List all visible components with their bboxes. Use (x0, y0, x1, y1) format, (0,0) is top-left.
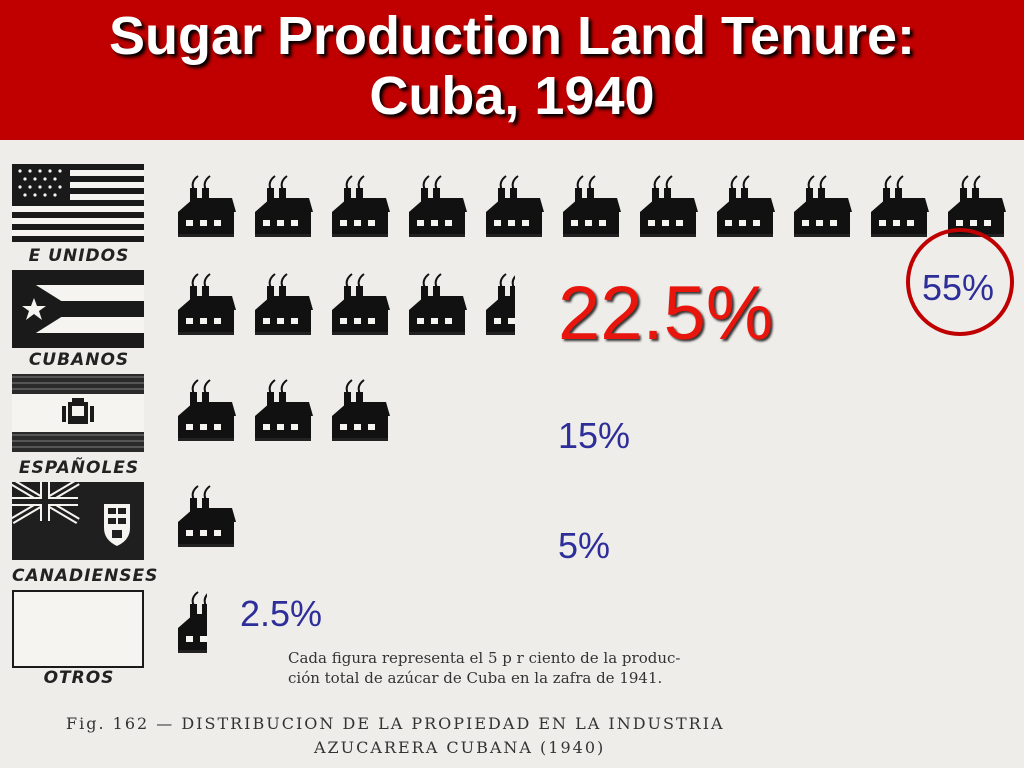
sugar-mill-icon-espanoles-1 (176, 376, 238, 447)
sugar-mill-icon-espanoles-2 (253, 376, 315, 447)
flag-label-otros: OTROS (43, 668, 115, 688)
canada-flag-icon (10, 478, 144, 560)
sugar-mill-icon-cubanos-5 (484, 270, 544, 341)
caption-line-2: ción total de azúcar de Cuba en la zafra… (288, 669, 663, 687)
sugar-mill-icon-e-unidos-7 (638, 172, 700, 243)
title-line-1: Sugar Production Land Tenure: (108, 6, 916, 66)
flag-label-canadienses: CANADIENSES (12, 566, 159, 586)
sugar-mill-icon-cubanos-2 (253, 270, 315, 341)
pictograph-photo: E UNIDOS CUBANOS (0, 140, 1024, 768)
highlight-circle (906, 228, 1014, 336)
spain-flag-icon (12, 374, 144, 452)
sugar-mill-icon-e-unidos-3 (330, 172, 392, 243)
flag-label-e-unidos: E UNIDOS (28, 246, 130, 266)
caption-line-1: Cada figura representa el 5 p r ciento d… (288, 649, 681, 667)
sugar-mill-icon-e-unidos-8 (715, 172, 777, 243)
sugar-mill-icon-cubanos-3 (330, 270, 392, 341)
value-label-espanoles: 15% (558, 415, 631, 456)
figure-line-2: AZUCARERA CUBANA (1940) (314, 738, 606, 757)
title-bar: Sugar Production Land Tenure: Cuba, 1940 (0, 0, 1024, 140)
blank-flag-icon (12, 590, 144, 668)
flag-label-cubanos: CUBANOS (28, 350, 130, 370)
value-label-canadienses: 5% (558, 525, 611, 566)
value-label-otros: 2.5% (240, 593, 323, 634)
sugar-mill-icon-espanoles-3 (330, 376, 392, 447)
flag-label-espanoles: ESPAÑOLES (18, 458, 140, 478)
sugar-mill-icon-e-unidos-4 (407, 172, 469, 243)
sugar-mill-icon-e-unidos-2 (253, 172, 315, 243)
sugar-mill-icon-e-unidos-9 (792, 172, 854, 243)
sugar-mill-icon-cubanos-4 (407, 270, 469, 341)
value-label-cubanos: 22.5% (558, 271, 774, 356)
unit-caption: Cada figura representa el 5 p r ciento d… (288, 648, 848, 688)
sugar-mill-icon-e-unidos-1 (176, 172, 238, 243)
sugar-mill-icon-canadienses-1 (176, 482, 238, 553)
sugar-mill-icon-e-unidos-6 (561, 172, 623, 243)
sugar-mill-icon-e-unidos-10 (869, 172, 931, 243)
usa-flag-icon (12, 164, 144, 242)
figure-caption: Fig. 162 — DISTRIBUCION DE LA PROPIEDAD … (66, 712, 966, 760)
figure-line-1: Fig. 162 — DISTRIBUCION DE LA PROPIEDAD … (66, 714, 725, 733)
sugar-mill-icon-cubanos-1 (176, 270, 238, 341)
sugar-mill-icon-otros-1 (176, 588, 236, 659)
title-line-2: Cuba, 1940 (369, 66, 655, 126)
sugar-mill-icon-e-unidos-5 (484, 172, 546, 243)
cuba-flag-icon (12, 270, 144, 348)
